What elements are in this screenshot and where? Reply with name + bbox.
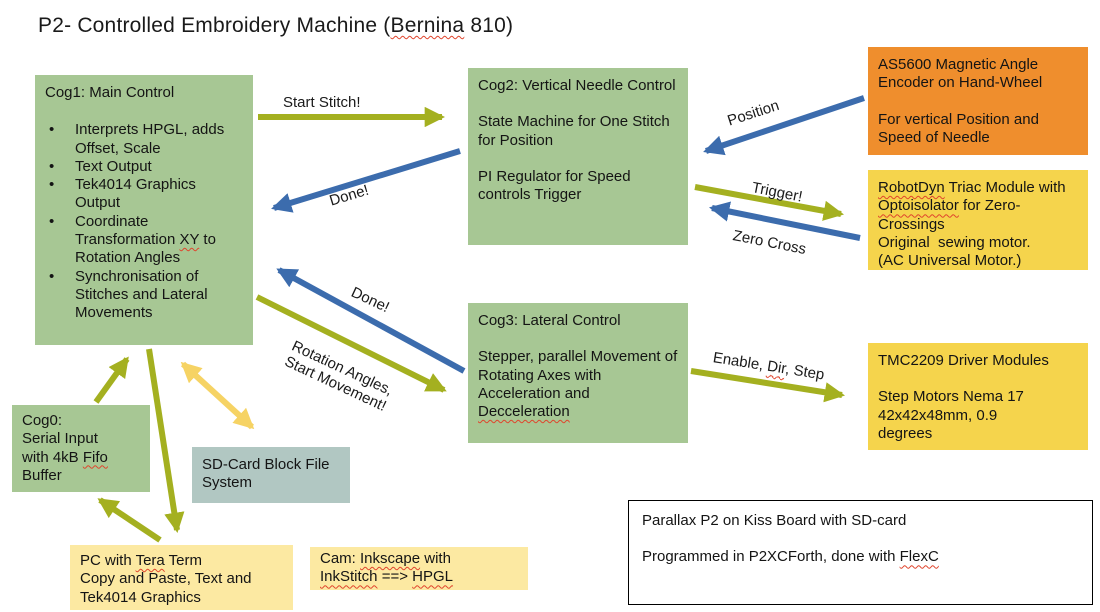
pc-line-1-pre: PC with (80, 552, 136, 569)
box-cog3-lateral-control: Cog3: Lateral Control Stepper, parallel … (468, 303, 688, 443)
cog0-misspelled: Fifo (82, 448, 108, 466)
robotdyn-line-3: (AC Universal Motor.) (878, 252, 1022, 270)
cog2-para-2: PI Regulator for Speed controls Trigger (478, 167, 631, 204)
parallax-misspelled: FlexC (899, 548, 939, 566)
cog1-bullet-4: Coordinate Transformation XY to Rotation… (75, 213, 243, 268)
box-as5600-encoder: AS5600 Magnetic Angle Encoder on Hand-Wh… (868, 47, 1088, 155)
box-robotdyn-triac: RobotDyn Triac Module with Optoisolator … (868, 170, 1088, 270)
label-done-cog2: Done! (327, 181, 371, 210)
title-text: P2- Controlled Embroidery Machine ( (38, 14, 391, 37)
cog1-bullet-1: Interprets HPGL, adds Offset, Scale (75, 121, 225, 157)
label-rotation-angles: Rotation Angles, Start Movement! (282, 338, 396, 416)
title-misspelled-word: Bernina (390, 14, 465, 37)
list-item: • Text Output (45, 158, 243, 176)
cog0-line-1: Cog0: (22, 412, 63, 429)
list-item: • Coordinate Transformation XY to Rotati… (45, 213, 243, 268)
label-position: Position (725, 96, 782, 130)
box-cog2-vertical-needle-control: Cog2: Vertical Needle Control State Mach… (468, 68, 688, 245)
arrow-cog0-to-cog1 (93, 356, 130, 404)
bullet-icon: • (49, 121, 55, 139)
list-item: • Interprets HPGL, adds Offset, Scale (45, 121, 243, 158)
cog1-bullet-4-misspelled: XY (179, 231, 200, 249)
cam-text-2: with (420, 550, 451, 567)
cog3-body-misspelled: Decceleration (478, 403, 570, 421)
tmc-line-2: Step Motors Nema 17 42x42x48mm, 0.9 degr… (878, 388, 1024, 442)
cog1-bullet-2: Text Output (75, 157, 152, 175)
cog1-bullet-3: Tek4014 Graphics Output (75, 176, 196, 212)
parallax-line-1: Parallax P2 on Kiss Board with SD-card (642, 512, 907, 529)
tmc-line-1: TMC2209 Driver Modules (878, 352, 1049, 369)
pc-line-1-post: Term (164, 552, 202, 569)
bullet-icon: • (49, 176, 55, 194)
box-cam-inkscape: Cam: Inkscape with InkStitch ==> HPGL (310, 547, 528, 590)
arrow-cog1-sdcard-bidirectional (180, 361, 255, 430)
cam-misspelled-2: InkStitch (320, 568, 378, 586)
bullet-icon: • (49, 212, 55, 230)
robotdyn-misspelled-1: RobotDyn (878, 179, 945, 196)
cog0-line-4: Buffer (22, 466, 62, 484)
bullet-icon: • (49, 267, 55, 285)
robotdyn-misspelled-2: Optoisolator (878, 197, 959, 215)
arrow-done-cog2-to-cog1 (271, 148, 461, 213)
cog3-body: Stepper, parallel Movement of Rotating A… (478, 348, 678, 421)
label-start-stitch: Start Stitch! (283, 94, 361, 111)
pc-line-3: Tek4014 Graphics (80, 588, 201, 606)
pc-misspelled: Tera (135, 552, 165, 569)
robotdyn-line-2: Original sewing motor. (878, 233, 1031, 251)
label-done-cog3: Done! (348, 283, 392, 317)
pc-line-1: PC with Tera Term (80, 552, 283, 570)
robotdyn-text-2: for Zero-Crossings (878, 197, 1021, 233)
list-item: • Tek4014 Graphics Output (45, 176, 243, 213)
cog1-bullet-4-pre: Coordinate Transformation (75, 212, 180, 249)
cam-text-3: ==> (377, 568, 413, 586)
cog0-line-2: Serial Input (22, 430, 98, 448)
arrow-cog1-to-pc (146, 348, 185, 534)
cog0-line-3: with 4kB Fifo (22, 449, 140, 467)
box-tmc2209-drivers: TMC2209 Driver Modules Step Motors Nema … (868, 343, 1088, 450)
robotdyn-text-1: Triac Module with (944, 179, 1066, 196)
parallax-line-2: Programmed in P2XCForth, done with FlexC (642, 548, 1079, 566)
box-cog0-serial-input: Cog0: Serial Input with 4kB Fifo Buffer (12, 405, 150, 492)
as5600-line-1: AS5600 Magnetic Angle Encoder on Hand-Wh… (878, 56, 1043, 92)
cog1-bullet-4-post: to Rotation Angles (75, 231, 216, 267)
title-text-end: 810) (464, 14, 514, 37)
cog3-body-pre: Stepper, parallel Movement of Rotating A… (478, 348, 678, 402)
label-enable-post: , Step (784, 360, 826, 384)
cog2-para-1: State Machine for One Stitch for Positio… (478, 113, 670, 149)
cam-line-1: Cam: Inkscape with (320, 550, 518, 568)
box-pc-tera-term: PC with Tera Term Copy and Paste, Text a… (70, 545, 293, 610)
cog1-bullet-list: • Interprets HPGL, adds Offset, Scale • … (45, 121, 243, 322)
label-enable-pre: Enable, (711, 349, 769, 375)
cog1-bullet-5: Synchronisation of Stitches and Lateral … (75, 267, 208, 322)
box-parallax-note: Parallax P2 on Kiss Board with SD-card P… (628, 500, 1093, 605)
page-title: P2- Controlled Embroidery Machine (Berni… (38, 14, 513, 38)
box-cog1-main-control: Cog1: Main Control • Interprets HPGL, ad… (35, 75, 253, 345)
pc-line-2: Copy and Paste, Text and (80, 570, 252, 588)
cog2-title: Cog2: Vertical Needle Control (478, 77, 676, 94)
parallax-line-2-pre: Programmed in P2XCForth, done with (642, 548, 900, 566)
as5600-line-2: For vertical Position and Speed of Needl… (878, 110, 1039, 146)
list-item: • Synchronisation of Stitches and Latera… (45, 268, 243, 323)
label-trigger: Trigger! (750, 179, 804, 206)
robotdyn-line-1: RobotDyn Triac Module with Optoisolator … (878, 179, 1078, 234)
bullet-icon: • (49, 157, 55, 175)
box-sdcard-file-system: SD-Card Block File System (192, 447, 350, 503)
label-enable-dir-step: Enable, Dir, Step (712, 349, 826, 384)
cog1-title: Cog1: Main Control (45, 84, 175, 101)
cog3-title: Cog3: Lateral Control (478, 312, 621, 329)
cam-misspelled-1: Inkscape (360, 550, 421, 567)
label-zero-cross: Zero Cross (731, 227, 808, 259)
cam-misspelled-3: HPGL (412, 568, 454, 586)
cam-line-2: InkStitch ==> HPGL (320, 568, 518, 586)
cog0-line-3-pre: with 4kB (22, 448, 83, 466)
arrow-pc-to-cog0 (97, 497, 162, 543)
cam-text-1: Cam: (320, 550, 361, 567)
